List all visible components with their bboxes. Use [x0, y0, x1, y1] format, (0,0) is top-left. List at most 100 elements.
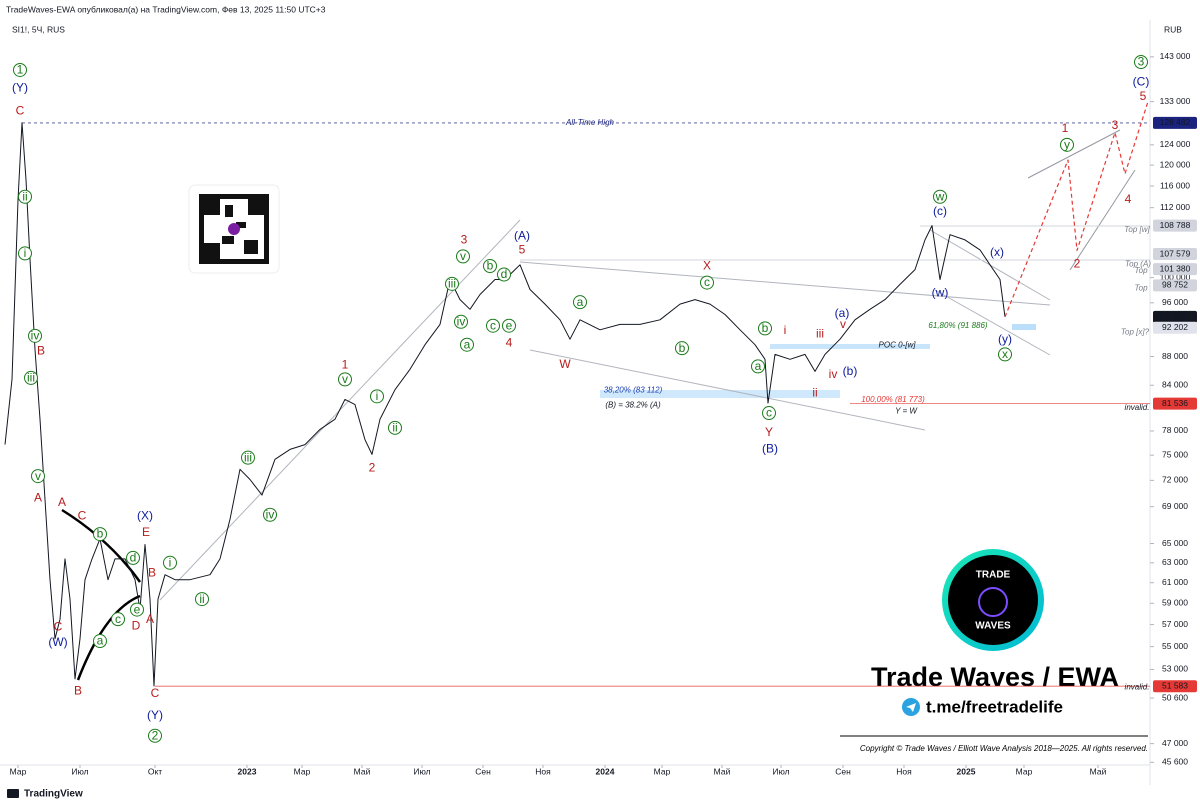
- x-tick-label: Мар: [294, 766, 311, 776]
- wave-label: 1: [17, 63, 24, 77]
- brand-link: t.me/freetradelife: [926, 697, 1063, 716]
- y-tick-label: 72 000: [1162, 475, 1188, 485]
- qr-finder: [204, 243, 220, 259]
- wave-label-ring: [130, 602, 144, 617]
- wave-label-ring: [195, 592, 209, 607]
- wave-label-ring: [486, 318, 500, 333]
- wave-label: b: [487, 259, 494, 273]
- qr-dots: [225, 205, 233, 217]
- wave-label: C: [54, 619, 63, 633]
- note: Top [w]: [1124, 225, 1150, 234]
- wave-label: d: [130, 551, 137, 565]
- note: Top: [1134, 266, 1148, 275]
- wave-label: 4: [1125, 192, 1132, 206]
- symbol: SI1!, 5Ч, RUS: [12, 24, 65, 34]
- wave-label: 2: [369, 460, 376, 474]
- wave-label-ring: [338, 372, 352, 387]
- price-label-box: [1153, 279, 1197, 292]
- wave-label: iii: [244, 450, 252, 464]
- wave-label: X: [703, 259, 711, 273]
- wave-label: A: [146, 612, 154, 626]
- wave-label: 5: [1140, 89, 1147, 103]
- y-tick-label: 53 000: [1162, 664, 1188, 674]
- currency: RUB: [1164, 24, 1182, 34]
- note: Top (A): [1125, 259, 1151, 268]
- price-label-box: [1153, 310, 1197, 323]
- wave-label: iii: [816, 326, 824, 340]
- wave-label: a: [755, 359, 762, 373]
- wave-label: (a): [835, 306, 850, 320]
- wave-label: i: [784, 323, 787, 337]
- wave-label: v: [460, 249, 466, 263]
- y-tick-label: 63 000: [1162, 557, 1188, 567]
- y-tick-label: 96 000: [1162, 297, 1188, 307]
- y-tick-label: 55 000: [1162, 641, 1188, 651]
- note: invalid.: [1125, 403, 1150, 412]
- wave-label: (X): [137, 508, 153, 522]
- qr-code: [188, 184, 280, 274]
- footer: TradingView: [24, 789, 83, 800]
- wave-label: C: [151, 686, 160, 700]
- wave-label-ring: [126, 550, 140, 565]
- note: Top: [1134, 283, 1148, 292]
- price-line: [4, 122, 1006, 687]
- price-label: 51 583: [1162, 680, 1188, 690]
- wave-label: a: [577, 295, 584, 309]
- x-tick-label: Май: [1090, 766, 1107, 776]
- wave-label: b: [762, 321, 769, 335]
- wave-label: 3: [461, 233, 468, 247]
- wave-label-ring: [460, 337, 474, 352]
- wave-label-ring: [497, 267, 511, 282]
- wave-label-ring: [93, 527, 107, 542]
- wave-label: 1: [342, 358, 349, 372]
- wave-label: (Y): [147, 708, 163, 722]
- wave-label: ii: [22, 189, 27, 203]
- wave-label-ring: [456, 249, 470, 264]
- wave-label: (c): [933, 204, 947, 218]
- x-tick-label: Май: [354, 766, 371, 776]
- wave-label: ii: [812, 385, 817, 399]
- wave-label-ring: [502, 318, 516, 333]
- y-tick-label: 57 000: [1162, 619, 1188, 629]
- y-tick-label: 59 000: [1162, 598, 1188, 608]
- price-label: 81 536: [1162, 398, 1188, 408]
- telegram-plane: [906, 703, 916, 712]
- price-label: 92 202: [1162, 322, 1188, 332]
- price-label-box: [1153, 248, 1197, 261]
- note: Top [x]?: [1121, 328, 1150, 337]
- wave-label: b: [679, 341, 686, 355]
- wave-label: D: [132, 618, 141, 632]
- qr-logo: [228, 223, 240, 235]
- note: invalid.: [1125, 682, 1150, 691]
- wave-label: a: [464, 337, 471, 351]
- wave-label: c: [766, 406, 772, 420]
- y-tick-label: 45 600: [1162, 757, 1188, 767]
- wave-label: (b): [843, 364, 858, 378]
- wave-label-ring: [31, 469, 45, 484]
- y-tick-label: 69 000: [1162, 501, 1188, 511]
- channel-line: [934, 289, 1051, 356]
- wave-label: (W): [48, 635, 67, 649]
- y-tick-label: 84 000: [1162, 379, 1188, 389]
- note: (B) = 38.2% (A): [605, 401, 661, 410]
- wave-label: e: [134, 602, 141, 616]
- qr-dots: [244, 240, 258, 254]
- wave-label: A: [58, 495, 66, 509]
- x-tick-label: Сен: [835, 766, 851, 776]
- x-tick-label: Июл: [413, 766, 430, 776]
- y-tick-label: 47 000: [1162, 738, 1188, 748]
- wedge-line: [76, 594, 141, 681]
- wave-label: W: [559, 357, 571, 371]
- wave-label: c: [704, 275, 710, 289]
- wave-label: 2: [152, 728, 159, 742]
- wave-label: B: [148, 565, 156, 579]
- y-tick-label: 120 000: [1160, 159, 1191, 169]
- wave-label: (y): [998, 332, 1012, 346]
- wave-label: 3: [1138, 55, 1145, 69]
- y-tick-label: 112 000: [1160, 202, 1190, 212]
- x-tick-label: Мар: [1016, 766, 1033, 776]
- qr-finder: [204, 199, 220, 215]
- price-label: 107 579: [1160, 248, 1191, 258]
- copyright: Copyright © Trade Waves / Elliott Wave A…: [860, 744, 1148, 753]
- wave-label: ii: [392, 420, 397, 434]
